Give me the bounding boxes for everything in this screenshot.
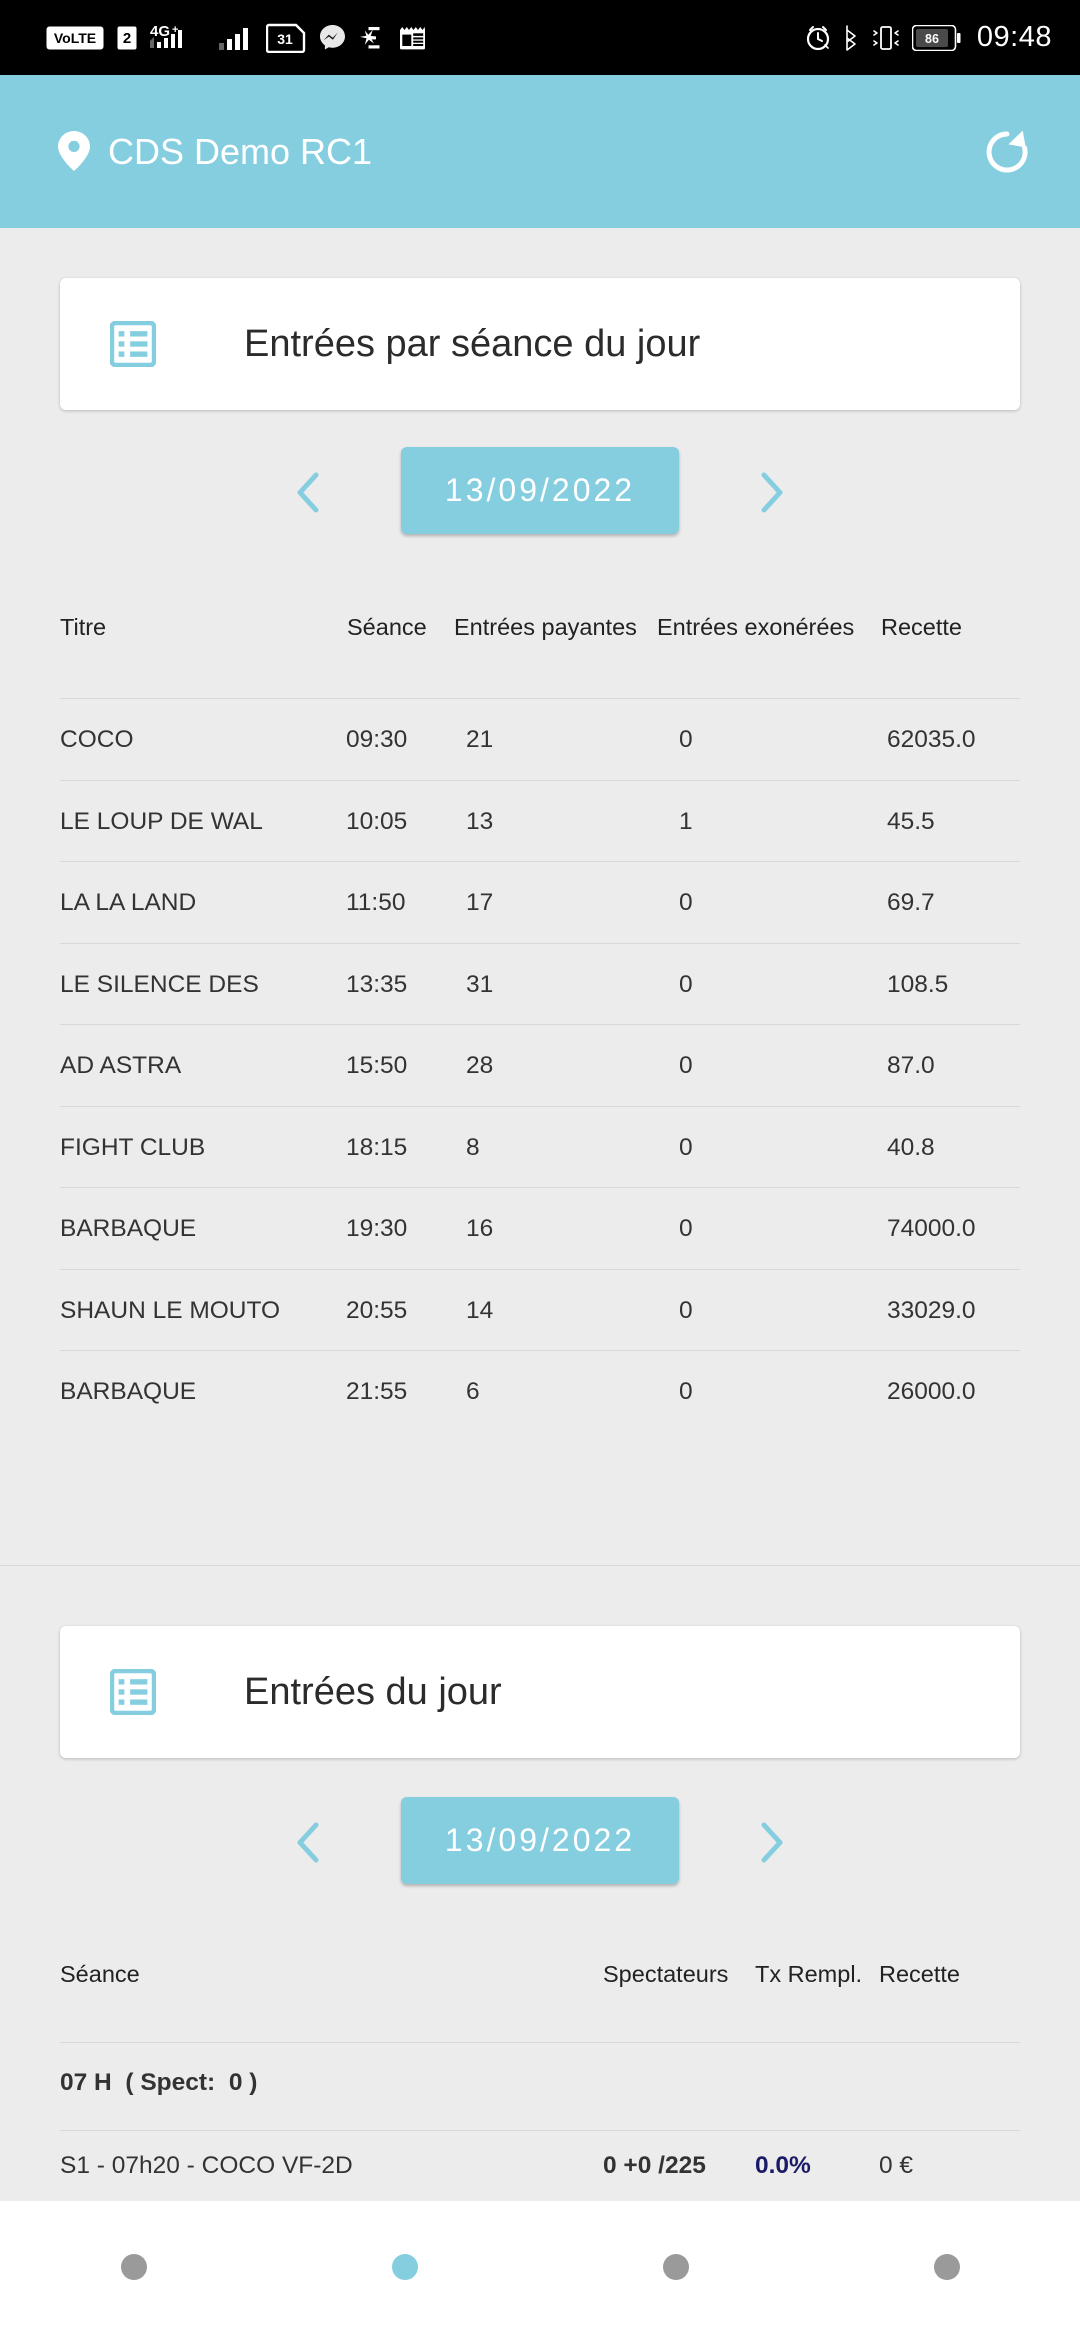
svg-text:2: 2 (123, 30, 131, 47)
svg-text:4G: 4G (150, 23, 170, 40)
svg-text:86: 86 (925, 31, 939, 45)
svg-text:31: 31 (277, 31, 293, 47)
svg-text:VoLTE: VoLTE (54, 30, 96, 46)
